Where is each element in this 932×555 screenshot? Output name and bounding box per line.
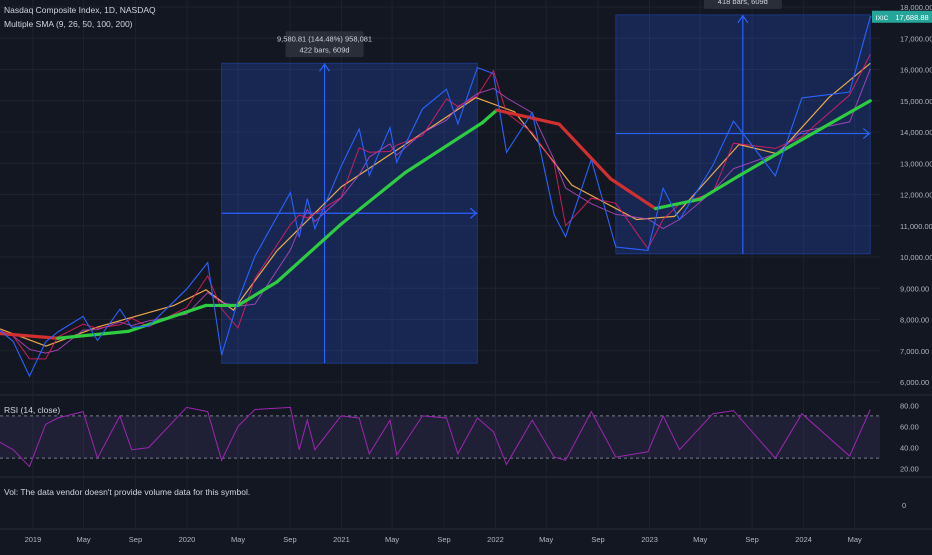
- y-tick-label: 12,000.00: [900, 191, 932, 200]
- rsi-band-fill: [0, 415, 880, 459]
- sma-200-segment: [126, 303, 208, 333]
- sma-200-segment: [495, 108, 561, 126]
- y-tick-label: 14,000.00: [900, 128, 932, 137]
- rsi-pane: [0, 406, 880, 468]
- x-tick-label: 2024: [795, 535, 812, 544]
- sma-200-segment: [653, 197, 702, 211]
- symbol-tag: [872, 10, 892, 23]
- x-tick-label: 2021: [333, 535, 350, 544]
- price-line: [0, 16, 871, 378]
- sma-200-segment: [275, 222, 343, 284]
- sma-200-segment: [56, 329, 130, 340]
- y-tick-label: 13,000.00: [900, 159, 932, 168]
- measure-arrow-up: [319, 63, 331, 72]
- x-tick-label: Sep: [745, 535, 758, 544]
- x-tick-label: 2023: [641, 535, 658, 544]
- sma-indicator-label[interactable]: Multiple SMA (9, 26, 50, 100, 200): [4, 19, 133, 29]
- x-tick-label: 2020: [179, 535, 196, 544]
- rsi-y-tick-label: 20.00: [900, 465, 919, 474]
- x-tick-label: Sep: [591, 535, 604, 544]
- x-tick-label: 2019: [25, 535, 42, 544]
- measure-change-text: 9,580.81 (144.48%) 958,081: [277, 34, 372, 43]
- y-tick-label: 17,000.00: [900, 34, 932, 43]
- sma-200-segment: [236, 280, 279, 308]
- x-tick-label: May: [693, 535, 707, 544]
- y-tick-label: 15,000.00: [900, 97, 932, 106]
- rsi-y-tick-label: 40.00: [900, 444, 919, 453]
- x-tick-label: Sep: [283, 535, 296, 544]
- y-tick-label: 9,000.00: [900, 284, 929, 293]
- symbol-title[interactable]: Nasdaq Composite Index, 1D, NASDAQ: [4, 5, 156, 15]
- y-tick-label: 16,000.00: [900, 66, 932, 75]
- x-tick-label: May: [848, 535, 862, 544]
- volume-axis-zero: 0: [902, 501, 906, 510]
- measure-arrow-right: [862, 128, 871, 140]
- measure-tooltips: 9,580.81 (144.48%) 958,081 422 bars, 609d…: [277, 0, 782, 58]
- rsi-indicator-label[interactable]: RSI (14, close): [4, 405, 61, 415]
- x-tick-label: May: [539, 535, 553, 544]
- sma-200-segment: [403, 121, 485, 175]
- x-tick-label: Sep: [129, 535, 142, 544]
- axes: 18,000.00 17,000.00 16,000.00 15,000.00 14,0…: [25, 3, 932, 544]
- measure-tooltip: [285, 31, 364, 58]
- rsi-y-tick-label: 60.00: [900, 422, 919, 431]
- sma-200-segment: [737, 144, 793, 178]
- sma-200-segment: [339, 171, 407, 226]
- sma-200-segment: [0, 331, 60, 340]
- x-tick-label: May: [76, 535, 90, 544]
- sma-200-segment: [698, 174, 741, 201]
- y-tick-label: 18,000.00: [900, 3, 932, 12]
- measure-tooltip: [703, 0, 782, 9]
- y-tick-label: 11,000.00: [900, 222, 932, 231]
- sma-200-segment: [557, 122, 613, 181]
- last-price-tag: [892, 10, 932, 23]
- y-tick-label: 8,000.00: [900, 316, 929, 325]
- x-tick-label: Sep: [437, 535, 450, 544]
- sma-100-line: [0, 62, 871, 347]
- y-tick-label: 10,000.00: [900, 253, 932, 262]
- measure-arrow-right: [469, 207, 478, 219]
- grid: [0, 0, 932, 530]
- measure-bars-text: 422 bars, 609d: [300, 45, 350, 54]
- symbol-tag-text: IXIC: [876, 15, 889, 22]
- y-tick-label: 6,000.00: [900, 378, 929, 387]
- last-price-text: 17,688.88: [895, 13, 928, 22]
- price-series-layer: [0, 16, 880, 378]
- x-tick-label: May: [385, 535, 399, 544]
- sma-200-segment: [609, 177, 658, 211]
- sma-200-segment: [788, 99, 872, 148]
- x-tick-label: May: [231, 535, 245, 544]
- volume-notice: Vol: The data vendor doesn't provide vol…: [4, 487, 251, 497]
- x-tick-label: 2022: [487, 535, 504, 544]
- measure-bars-text: 418 bars, 609d: [718, 0, 768, 6]
- measure-arrow-up: [737, 14, 749, 24]
- rsi-y-tick-label: 80.00: [900, 401, 919, 410]
- y-tick-label: 7,000.00: [900, 347, 929, 356]
- sma-200-segment: [480, 108, 499, 125]
- rsi-line: [0, 406, 871, 468]
